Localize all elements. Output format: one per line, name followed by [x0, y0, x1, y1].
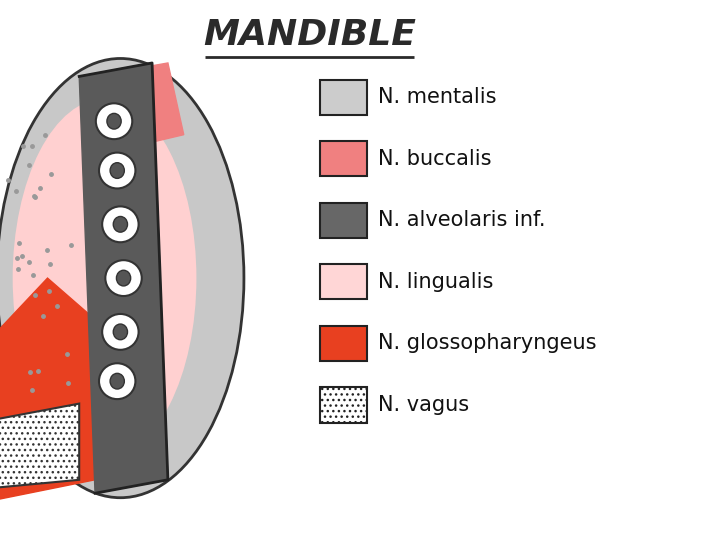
- Polygon shape: [0, 278, 95, 502]
- Ellipse shape: [99, 363, 135, 399]
- Text: N. lingualis: N. lingualis: [378, 272, 493, 292]
- Ellipse shape: [113, 217, 127, 232]
- Text: N. mentalis: N. mentalis: [378, 87, 497, 107]
- Text: N. buccalis: N. buccalis: [378, 148, 492, 169]
- FancyBboxPatch shape: [320, 202, 367, 238]
- Ellipse shape: [113, 324, 127, 340]
- Polygon shape: [92, 63, 184, 153]
- FancyBboxPatch shape: [320, 388, 367, 423]
- Ellipse shape: [0, 58, 244, 498]
- Ellipse shape: [96, 103, 132, 139]
- Ellipse shape: [13, 99, 197, 457]
- Text: N. glossopharyngeus: N. glossopharyngeus: [378, 333, 596, 354]
- Ellipse shape: [117, 270, 131, 286]
- Ellipse shape: [105, 260, 142, 296]
- Text: MANDIBLE: MANDIBLE: [203, 18, 416, 52]
- Ellipse shape: [99, 153, 135, 188]
- Ellipse shape: [110, 373, 125, 389]
- Polygon shape: [79, 63, 168, 493]
- Ellipse shape: [107, 113, 121, 129]
- FancyBboxPatch shape: [320, 265, 367, 300]
- Ellipse shape: [110, 163, 125, 178]
- Text: N. vagus: N. vagus: [378, 395, 469, 415]
- Ellipse shape: [102, 314, 138, 350]
- FancyBboxPatch shape: [320, 141, 367, 176]
- Text: N. alveolaris inf.: N. alveolaris inf.: [378, 210, 546, 231]
- Ellipse shape: [102, 206, 138, 242]
- Polygon shape: [0, 403, 79, 489]
- FancyBboxPatch shape: [320, 79, 367, 115]
- FancyBboxPatch shape: [320, 326, 367, 361]
